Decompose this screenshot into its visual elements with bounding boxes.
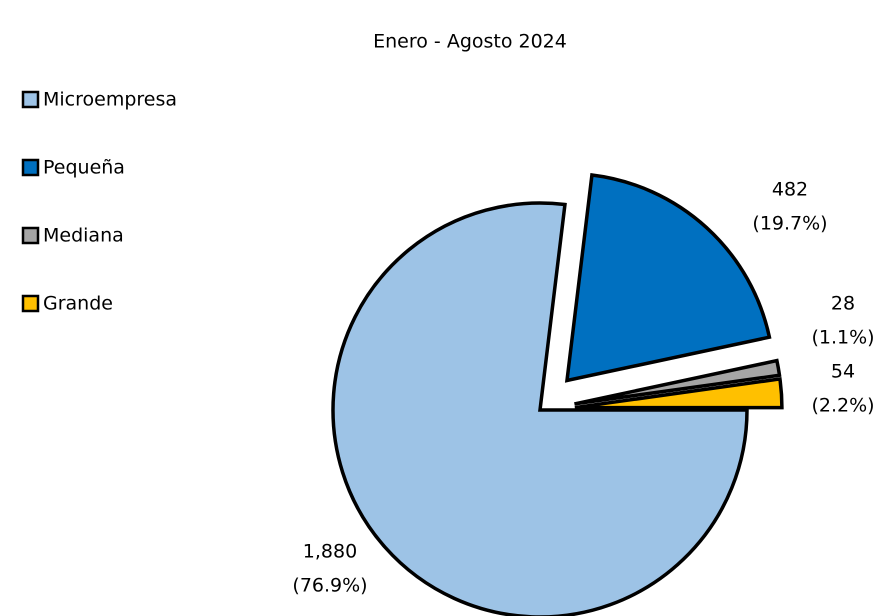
pie-slice: [574, 358, 782, 406]
legend-swatch: [21, 158, 40, 177]
data-label: 54: [831, 361, 855, 383]
chart-title: Enero - Agosto 2024: [373, 31, 567, 53]
pie-slice: [331, 201, 749, 616]
data-label: 1,880: [303, 541, 357, 563]
legend-swatch: [21, 294, 40, 313]
legend-swatch: [21, 90, 40, 109]
pie-slice: [574, 376, 784, 410]
legend-swatch: [21, 226, 40, 245]
data-label-percent: (1.1%): [811, 327, 874, 349]
legend-label: Microempresa: [43, 89, 177, 111]
data-label-percent: (76.9%): [292, 575, 367, 597]
data-label: 28: [831, 293, 855, 315]
legend-label: Pequeña: [43, 157, 125, 179]
legend-label: Grande: [43, 293, 113, 315]
data-label: 482: [772, 179, 808, 201]
legend-label: Mediana: [43, 225, 124, 247]
data-label-percent: (19.7%): [752, 213, 827, 235]
data-label-percent: (2.2%): [811, 395, 874, 417]
pie-slice: [564, 173, 772, 383]
